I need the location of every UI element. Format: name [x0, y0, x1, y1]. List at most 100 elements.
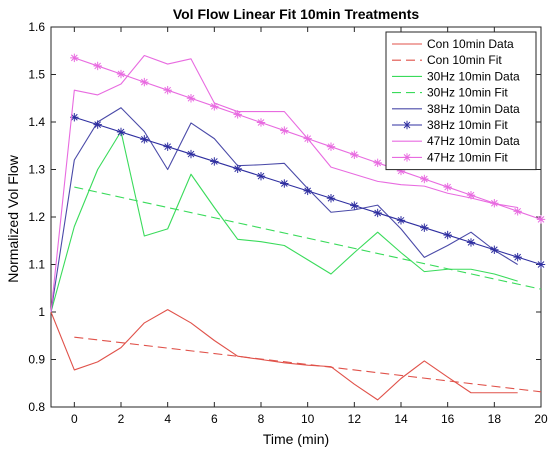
legend-label: 47Hz 10min Fit — [427, 150, 508, 164]
data-point-38hz-10min-fit — [210, 157, 219, 166]
y-tick-label: 1 — [38, 305, 45, 319]
legend-label: 38Hz 10min Data — [427, 102, 520, 116]
legend-label: Con 10min Data — [427, 37, 514, 51]
legend-marker-stroke — [403, 154, 411, 161]
data-point-38hz-10min-fit-stroke — [537, 261, 545, 268]
data-point-38hz-10min-fit-stroke — [187, 150, 195, 158]
legend: Con 10min Data Con 10min Fit 30Hz 10min Da… — [385, 31, 537, 171]
data-point-47hz-10min-fit — [233, 110, 242, 119]
data-point-38hz-10min-fit — [186, 149, 196, 159]
data-point-47hz-10min-fit — [256, 118, 266, 127]
data-point-38hz-10min-fit-stroke — [164, 143, 172, 151]
x-tick-label: 12 — [348, 412, 362, 426]
data-point-38hz-10min-fit-stroke — [327, 194, 335, 202]
x-tick-label: 10 — [301, 412, 315, 426]
legend-marker — [402, 153, 412, 162]
data-point-47hz-10min-fit-stroke — [327, 143, 335, 151]
data-point-38hz-10min-fit-stroke — [304, 187, 312, 195]
y-axis-label: Normalized Vol Flow — [5, 154, 21, 282]
data-point-47hz-10min-fit — [280, 126, 289, 135]
data-point-38hz-10min-fit — [93, 120, 102, 129]
data-point-47hz-10min-fit-stroke — [490, 199, 498, 207]
x-tick-label: 14 — [394, 412, 408, 426]
chart-title: Vol Flow Linear Fit 10min Treatments — [173, 6, 420, 22]
series-line-30hz-10min-fit — [74, 186, 542, 290]
data-point-38hz-10min-fit-stroke — [210, 158, 218, 165]
legend-label: 47Hz 10min Data — [427, 134, 520, 148]
y-tick-label: 0.8 — [28, 400, 45, 414]
data-point-38hz-10min-fit-stroke — [70, 113, 78, 121]
y-tick-label: 1.5 — [28, 68, 45, 82]
data-point-38hz-10min-fit — [116, 127, 126, 137]
data-point-47hz-10min-fit — [163, 85, 172, 95]
data-point-38hz-10min-fit — [513, 252, 522, 262]
series-line-con-10min-data — [50, 309, 518, 401]
data-point-47hz-10min-fit — [140, 77, 149, 87]
data-point-38hz-10min-fit — [140, 135, 149, 144]
data-point-38hz-10min-fit-stroke — [257, 172, 265, 180]
data-point-47hz-10min-fit-stroke — [304, 135, 312, 142]
data-point-38hz-10min-fit — [443, 230, 452, 240]
data-point-38hz-10min-fit — [490, 245, 499, 254]
y-tick-label: 1.3 — [28, 163, 45, 177]
data-point-47hz-10min-fit-stroke — [444, 183, 452, 191]
x-tick-label: 8 — [258, 412, 265, 426]
data-point-47hz-10min-fit-stroke — [70, 54, 78, 62]
data-point-38hz-10min-fit — [303, 186, 312, 196]
data-point-38hz-10min-fit-stroke — [234, 165, 242, 173]
series-line-38hz-10min-data — [50, 107, 518, 313]
x-tick-label: 4 — [164, 412, 171, 426]
plot-area: 0 2 4 6 8 10 12 14 16 18 20 0.8 0.9 1 1.1 1.2 1.3 1.4 1.5 1… — [28, 20, 548, 426]
x-tick-label: 2 — [118, 412, 125, 426]
data-point-38hz-10min-fit-stroke — [350, 202, 358, 209]
x-axis-label: Time (min) — [263, 431, 329, 447]
data-point-47hz-10min-fit — [210, 102, 219, 111]
series-line-con-10min-fit — [74, 336, 542, 393]
y-tick-label: 1.6 — [28, 20, 45, 34]
x-tick-label: 18 — [488, 412, 502, 426]
data-point-47hz-10min-fit — [466, 190, 476, 200]
data-point-47hz-10min-fit — [373, 158, 382, 168]
data-point-38hz-10min-fit — [536, 260, 546, 269]
data-point-47hz-10min-fit — [93, 61, 102, 71]
data-point-47hz-10min-fit — [420, 174, 429, 184]
y-tick-label: 0.9 — [28, 353, 45, 367]
data-point-38hz-10min-fit-stroke — [420, 224, 428, 232]
data-point-38hz-10min-fit — [466, 238, 476, 247]
data-point-47hz-10min-fit-stroke — [420, 175, 428, 183]
y-tick-label: 1.1 — [28, 258, 45, 272]
data-point-38hz-10min-fit — [350, 201, 359, 210]
legend-marker-stroke — [403, 121, 411, 129]
data-point-38hz-10min-fit — [280, 179, 289, 188]
legend-label: 38Hz 10min Fit — [427, 118, 508, 132]
data-point-38hz-10min-fit-stroke — [514, 253, 522, 261]
x-tick-label: 20 — [534, 412, 548, 426]
data-point-47hz-10min-fit-stroke — [514, 207, 522, 215]
data-point-47hz-10min-fit-stroke — [94, 62, 102, 70]
data-point-38hz-10min-fit-stroke — [94, 121, 102, 128]
legend-marker — [402, 120, 412, 130]
data-point-47hz-10min-fit — [70, 53, 79, 63]
data-point-47hz-10min-fit — [303, 134, 312, 143]
x-tick-label: 6 — [211, 412, 218, 426]
data-point-47hz-10min-fit-stroke — [467, 191, 475, 199]
data-point-47hz-10min-fit — [350, 150, 359, 159]
data-point-47hz-10min-fit-stroke — [234, 111, 242, 118]
data-point-47hz-10min-fit-stroke — [210, 102, 218, 110]
data-point-38hz-10min-fit — [420, 223, 429, 232]
data-point-38hz-10min-fit — [326, 194, 336, 203]
data-point-38hz-10min-fit — [233, 164, 242, 173]
data-point-38hz-10min-fit-stroke — [444, 231, 452, 239]
legend-label: Con 10min Fit — [427, 53, 502, 67]
data-point-47hz-10min-fit — [443, 182, 452, 192]
data-point-38hz-10min-fit-stroke — [140, 135, 148, 143]
data-point-38hz-10min-fit — [163, 142, 172, 151]
data-point-47hz-10min-fit-stroke — [117, 70, 125, 78]
data-point-47hz-10min-fit-stroke — [140, 78, 148, 86]
data-point-47hz-10min-fit-stroke — [164, 86, 172, 94]
data-point-47hz-10min-fit — [326, 142, 336, 151]
legend-label: 30Hz 10min Data — [427, 69, 520, 83]
data-point-38hz-10min-fit-stroke — [280, 180, 288, 187]
data-point-38hz-10min-fit — [373, 208, 382, 218]
